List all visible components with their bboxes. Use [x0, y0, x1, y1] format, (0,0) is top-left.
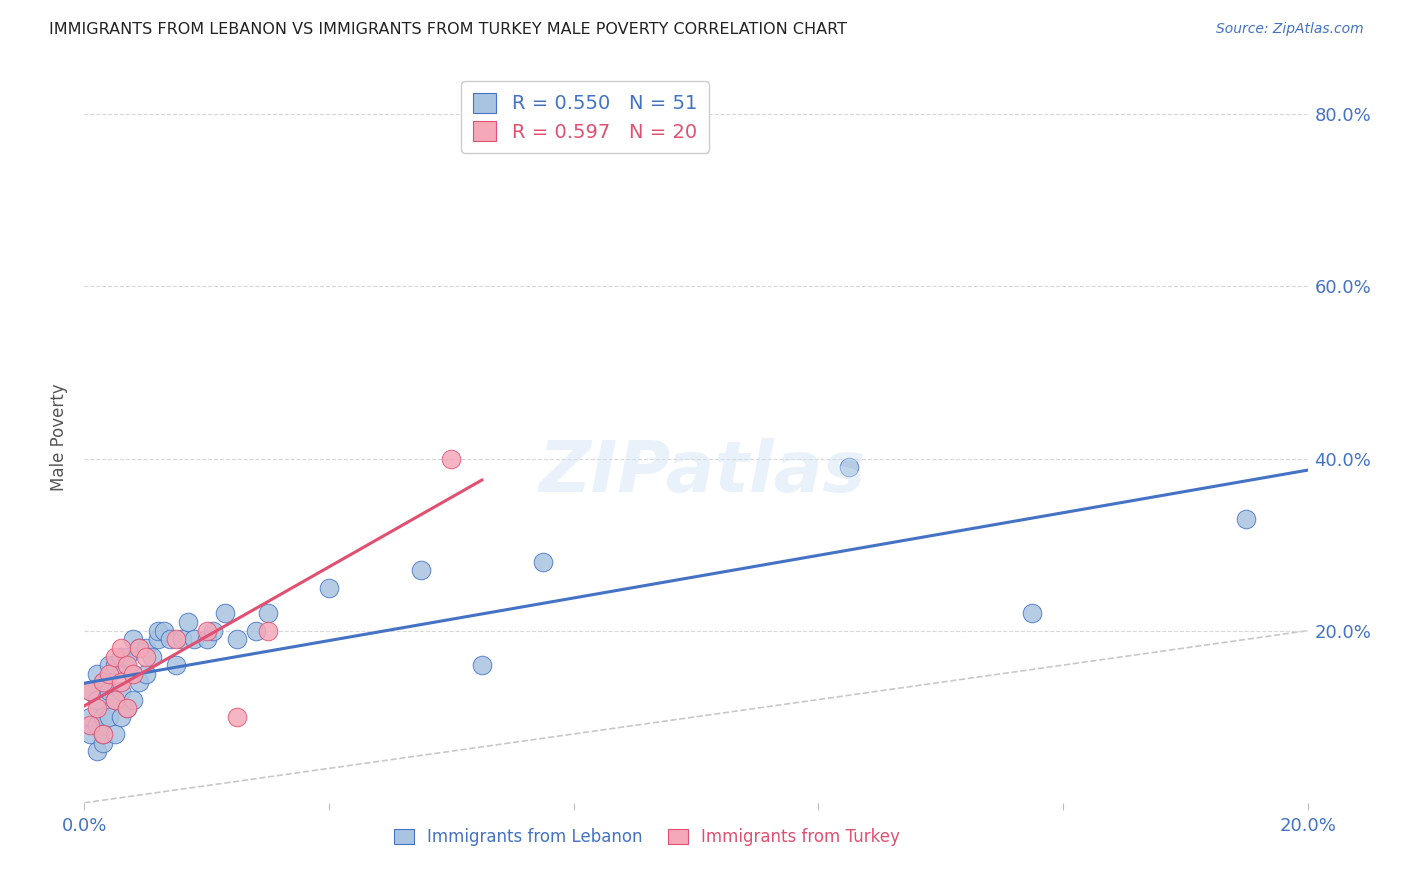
Point	[153, 624, 176, 638]
Point	[79, 718, 101, 732]
Point	[97, 710, 120, 724]
Point	[110, 649, 132, 664]
Point	[159, 632, 181, 647]
Point	[531, 555, 554, 569]
Point	[86, 718, 108, 732]
Point	[226, 632, 249, 647]
Point	[97, 658, 120, 673]
Legend: Immigrants from Lebanon, Immigrants from Turkey: Immigrants from Lebanon, Immigrants from…	[388, 822, 907, 853]
Point	[86, 701, 108, 715]
Point	[110, 710, 132, 724]
Point	[91, 675, 114, 690]
Point	[79, 710, 101, 724]
Point	[115, 649, 138, 664]
Point	[110, 675, 132, 690]
Text: Source: ZipAtlas.com: Source: ZipAtlas.com	[1216, 22, 1364, 37]
Point	[226, 710, 249, 724]
Point	[115, 701, 138, 715]
Point	[128, 675, 150, 690]
Point	[146, 624, 169, 638]
Point	[128, 640, 150, 655]
Point	[135, 666, 157, 681]
Point	[91, 735, 114, 749]
Point	[115, 701, 138, 715]
Point	[104, 727, 127, 741]
Y-axis label: Male Poverty: Male Poverty	[51, 384, 69, 491]
Point	[135, 640, 157, 655]
Point	[471, 658, 494, 673]
Point	[104, 692, 127, 706]
Point	[141, 649, 163, 664]
Point	[104, 658, 127, 673]
Point	[91, 727, 114, 741]
Point	[1236, 512, 1258, 526]
Point	[135, 649, 157, 664]
Point	[195, 632, 218, 647]
Point	[79, 684, 101, 698]
Point	[91, 710, 114, 724]
Point	[245, 624, 267, 638]
Point	[86, 744, 108, 758]
Point	[172, 632, 194, 647]
Point	[86, 692, 108, 706]
Point	[165, 632, 187, 647]
Point	[110, 640, 132, 655]
Point	[177, 615, 200, 629]
Point	[838, 460, 860, 475]
Point	[110, 684, 132, 698]
Point	[97, 684, 120, 698]
Point	[257, 607, 280, 621]
Point	[115, 658, 138, 673]
Point	[91, 675, 114, 690]
Point	[318, 581, 340, 595]
Point	[257, 624, 280, 638]
Point	[409, 564, 432, 578]
Point	[146, 632, 169, 647]
Text: IMMIGRANTS FROM LEBANON VS IMMIGRANTS FROM TURKEY MALE POVERTY CORRELATION CHART: IMMIGRANTS FROM LEBANON VS IMMIGRANTS FR…	[49, 22, 848, 37]
Point	[97, 666, 120, 681]
Point	[201, 624, 224, 638]
Point	[122, 632, 145, 647]
Point	[195, 624, 218, 638]
Point	[128, 640, 150, 655]
Point	[440, 451, 463, 466]
Point	[91, 727, 114, 741]
Point	[86, 666, 108, 681]
Point	[165, 658, 187, 673]
Point	[104, 692, 127, 706]
Point	[79, 727, 101, 741]
Text: ZIPatlas: ZIPatlas	[540, 438, 866, 508]
Point	[122, 692, 145, 706]
Point	[183, 632, 205, 647]
Point	[104, 649, 127, 664]
Point	[79, 684, 101, 698]
Point	[214, 607, 236, 621]
Point	[122, 666, 145, 681]
Point	[1021, 607, 1043, 621]
Point	[122, 666, 145, 681]
